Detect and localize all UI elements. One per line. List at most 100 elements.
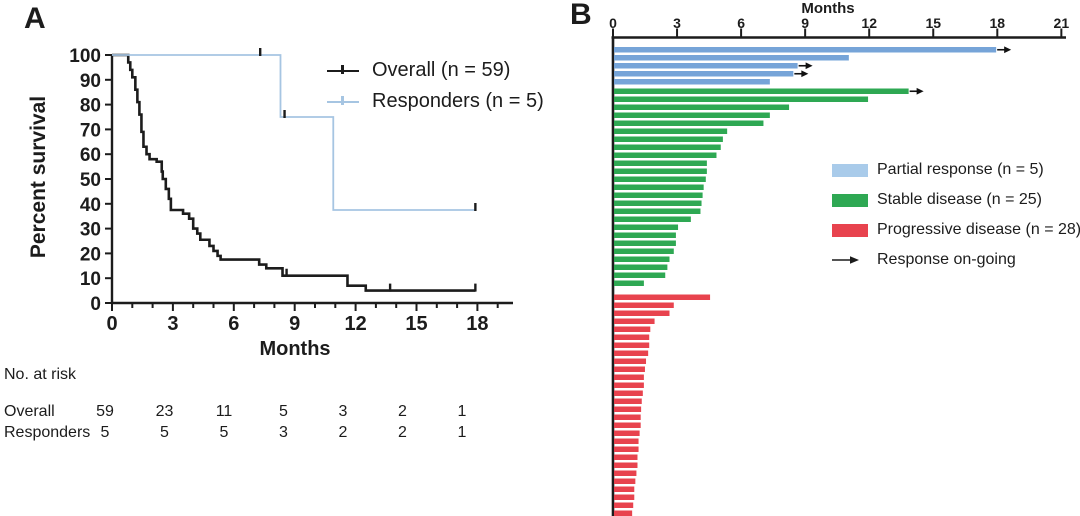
- risk-count: 59: [96, 403, 114, 420]
- legend-label: Response on-going: [877, 251, 1016, 268]
- swimmer-x-tick-label: 15: [925, 15, 941, 31]
- swimmer-bar: [614, 430, 640, 436]
- km-y-tick-label: 10: [80, 269, 101, 290]
- swimmer-bar: [614, 342, 650, 348]
- swimmer-chart: 0 3 6 9 12 15 18 21: [609, 15, 1069, 516]
- km-y-tick-label: 30: [80, 220, 101, 241]
- axis-title-months-b: Months: [801, 0, 855, 17]
- risk-count: 2: [398, 424, 407, 441]
- swimmer-bar: [614, 334, 650, 340]
- km-y-tick-label: 100: [69, 46, 101, 67]
- panel-a-label: A: [24, 2, 46, 35]
- swimmer-bar: [614, 176, 706, 182]
- swimmer-bar: [614, 438, 639, 444]
- km-legend-label: Overall (n = 59): [372, 58, 511, 81]
- km-y-tick-label: 20: [80, 244, 101, 265]
- km-curve-responders: [112, 54, 476, 211]
- swimmer-bar: [614, 406, 642, 412]
- km-y-tick-label: 60: [80, 145, 101, 166]
- risk-count: 1: [457, 424, 467, 441]
- swimmer-bar: [614, 71, 794, 77]
- swimmer-bar: [614, 192, 703, 198]
- legend-item-progressive-disease: Progressive disease (n = 28): [832, 215, 1080, 245]
- swimmer-bar: [614, 446, 639, 452]
- swimmer-bar: [614, 55, 849, 61]
- legend-label: Stable disease (n = 25): [877, 191, 1042, 208]
- swimmer-bar: [614, 144, 721, 150]
- panel-b-label: B: [570, 0, 592, 31]
- swimmer-bar: [614, 272, 666, 278]
- legend-label: Progressive disease (n = 28): [877, 221, 1080, 238]
- stable-disease-swatch-icon: [832, 193, 868, 207]
- risk-row-responders: Responders 5 5 5 3 2 2 1: [0, 424, 560, 444]
- risk-table-title: No. at risk: [4, 366, 77, 383]
- swimmer-x-tick-label: 9: [801, 15, 809, 31]
- km-x-tick-label: 9: [289, 313, 300, 335]
- legend-item-stable-disease: Stable disease (n = 25): [832, 185, 1080, 215]
- swimmer-bar: [614, 382, 644, 388]
- risk-row-overall: Overall 59 23 11 5 3 2 1: [0, 403, 560, 423]
- ongoing-arrow-head-icon: [916, 87, 924, 95]
- swimmer-bar: [614, 184, 704, 190]
- km-x-tick-label: 6: [228, 313, 239, 335]
- number-at-risk-table: No. at risk Overall 59 23 11 5 3 2 1 Responder…: [0, 366, 560, 466]
- km-legend-item-overall: Overall (n = 59): [327, 58, 544, 82]
- swimmer-bar: [614, 486, 635, 492]
- km-x-tick-label: 18: [466, 313, 488, 335]
- km-chart: 0 10 20 30 40 50 60 70 80 90 100 0 3 6 9 12 15 18: [69, 46, 513, 335]
- partial-response-swatch-icon: [832, 163, 868, 177]
- risk-count: 2: [338, 424, 348, 441]
- swimmer-bar: [614, 160, 707, 166]
- swimmer-bar: [614, 318, 655, 324]
- km-x-tick-label: 0: [106, 313, 117, 335]
- swimmer-bar: [614, 358, 647, 364]
- km-legend-label: Responders (n = 5): [372, 89, 544, 112]
- progressive-disease-swatch-icon: [832, 223, 868, 237]
- swimmer-bar: [614, 200, 702, 206]
- swimmer-bar: [614, 414, 641, 420]
- swimmer-x-tick-label: 3: [673, 15, 681, 31]
- risk-count: 3: [279, 424, 288, 441]
- right-arrow-icon: [832, 255, 868, 265]
- swimmer-x-tick-label: 21: [1054, 15, 1070, 31]
- ongoing-arrow-head-icon: [1004, 46, 1012, 54]
- risk-count: 5: [100, 424, 110, 441]
- swimmer-bar: [614, 390, 643, 396]
- swimmer-x-tick-label: 12: [861, 15, 877, 31]
- swimmer-bar: [614, 350, 649, 356]
- km-x-tick-label: 3: [167, 313, 178, 335]
- risk-count: 1: [457, 403, 467, 420]
- swimmer-x-tick-label: 0: [609, 15, 617, 31]
- risk-count: 3: [338, 403, 348, 420]
- risk-row-label: Overall: [4, 403, 55, 420]
- swimmer-bar: [614, 374, 644, 380]
- km-x-tick-label: 12: [344, 313, 366, 335]
- swimmer-bar: [614, 136, 723, 142]
- swimmer-bar: [614, 256, 670, 262]
- swimmer-bar: [614, 232, 676, 238]
- swimmer-bar: [614, 494, 635, 500]
- y-axis-title-percent-survival: Percent survival: [27, 95, 50, 259]
- swimmer-x-tick-label: 6: [737, 15, 745, 31]
- km-x-tick-label: 15: [405, 313, 427, 335]
- risk-count: 5: [219, 424, 229, 441]
- swimmer-bar: [614, 462, 638, 468]
- swimmer-bar: [614, 470, 637, 476]
- swimmer-bar: [614, 224, 679, 230]
- legend-label: Partial response (n = 5): [877, 161, 1044, 178]
- risk-row-label: Responders: [4, 424, 91, 441]
- swimmer-bar: [614, 63, 798, 69]
- km-legend: Overall (n = 59) Responders (n = 5): [327, 58, 544, 120]
- swimmer-bar: [614, 366, 645, 372]
- swimmer-bar: [614, 208, 701, 214]
- x-axis-title-months-a: Months: [259, 338, 331, 360]
- swimmer-bar: [614, 47, 997, 53]
- swimmer-bar: [614, 96, 869, 102]
- swimmer-bar: [614, 152, 717, 158]
- swimmer-bar: [614, 216, 691, 222]
- swimmer-bar: [614, 168, 707, 174]
- swimmer-bar: [614, 248, 674, 254]
- swimmer-bar: [614, 128, 728, 134]
